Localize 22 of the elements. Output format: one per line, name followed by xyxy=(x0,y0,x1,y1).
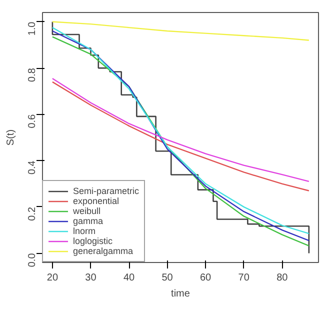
legend-label: gamma xyxy=(73,216,104,226)
legend-label: weibull xyxy=(73,206,101,216)
x-tick-label: 30 xyxy=(85,272,97,284)
legend-label: generalgamma xyxy=(73,246,134,256)
x-tick-label: 50 xyxy=(162,272,174,284)
x-tick-label: 60 xyxy=(200,272,212,284)
y-tick-label: 0.8 xyxy=(27,68,38,82)
y-axis-title: S(t) xyxy=(6,129,16,146)
x-tick-label: 70 xyxy=(238,272,250,284)
y-tick-label: 0.0 xyxy=(27,252,38,268)
x-tick-label: 20 xyxy=(46,272,58,284)
y-tick-label: 0.2 xyxy=(27,206,38,221)
legend-label: loglogistic xyxy=(73,236,113,246)
x-axis-title: time xyxy=(171,288,190,300)
y-tick-label: 1.0 xyxy=(27,21,38,36)
legend-label: lnorm xyxy=(73,226,96,236)
x-tick-label: 80 xyxy=(276,272,288,284)
y-tick-label: 0.6 xyxy=(27,114,38,128)
legend-label: Semi-parametric xyxy=(73,186,140,196)
y-tick-label: 0.4 xyxy=(27,160,38,175)
legend-label: exponential xyxy=(73,196,120,206)
x-tick-label: 40 xyxy=(123,272,136,284)
